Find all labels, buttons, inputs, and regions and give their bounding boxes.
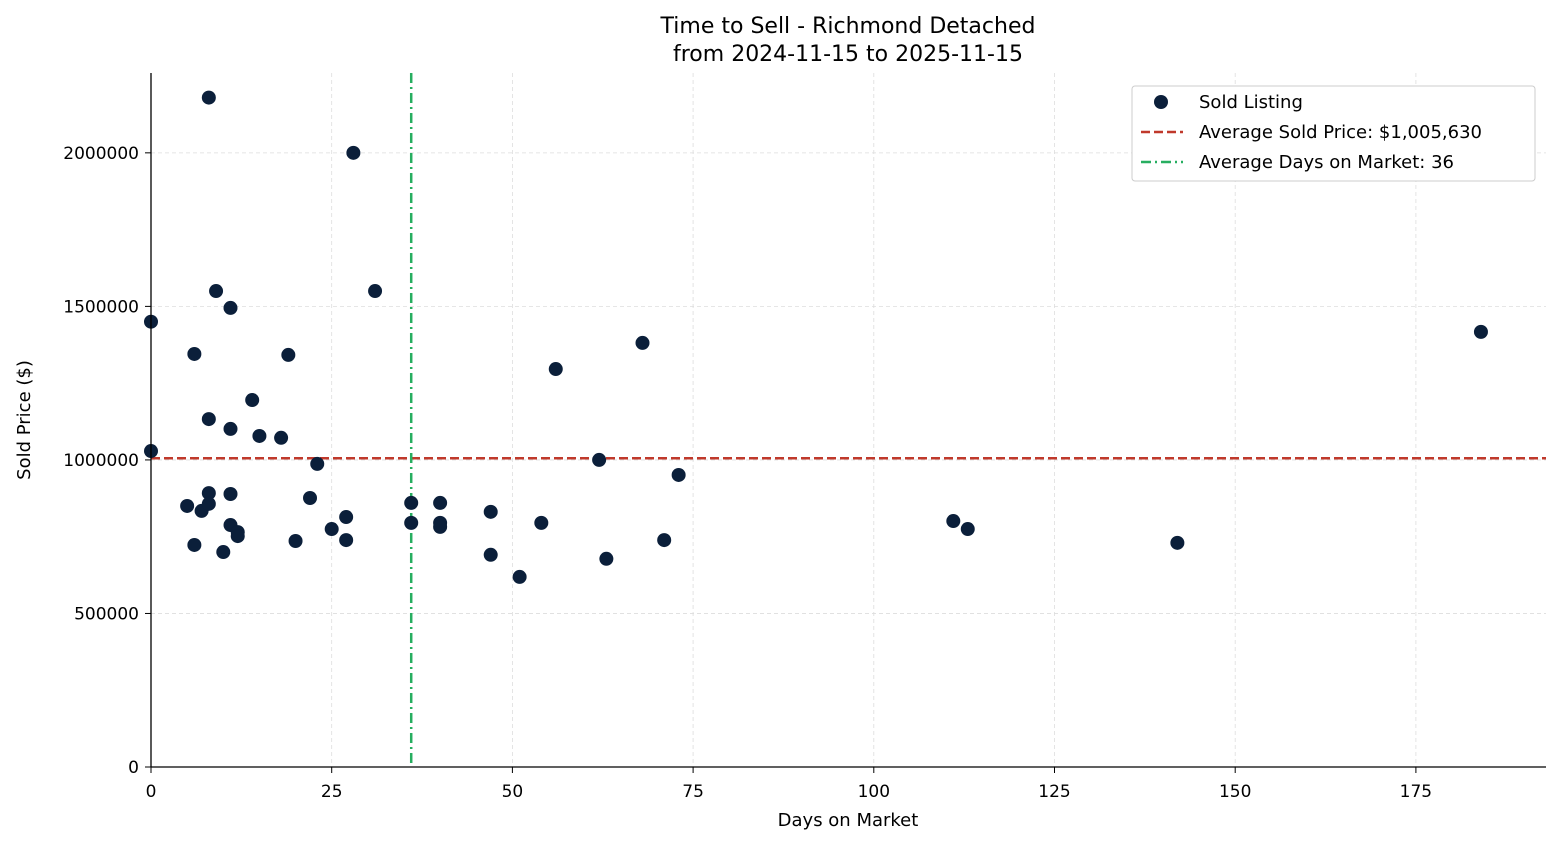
data-point bbox=[324, 522, 339, 537]
x-tick-label: 75 bbox=[682, 782, 704, 802]
data-point bbox=[303, 490, 318, 505]
reference-lines bbox=[151, 73, 1546, 767]
data-point bbox=[433, 495, 448, 510]
data-point bbox=[201, 496, 216, 511]
data-point bbox=[433, 519, 448, 534]
data-point bbox=[245, 393, 260, 408]
data-point bbox=[201, 486, 216, 501]
data-point bbox=[671, 467, 686, 482]
data-point bbox=[599, 551, 614, 566]
data-point bbox=[635, 335, 650, 350]
data-points bbox=[144, 90, 1488, 584]
x-ticks: 0 25 50 75 100 125 150 175 bbox=[146, 767, 1432, 802]
data-point bbox=[274, 430, 289, 445]
data-point bbox=[368, 284, 383, 299]
data-point bbox=[1473, 324, 1488, 339]
y-tick-label: 1500000 bbox=[63, 297, 139, 317]
y-tick-label: 500000 bbox=[74, 604, 139, 624]
data-point bbox=[209, 284, 224, 299]
data-point bbox=[223, 487, 238, 502]
data-point bbox=[483, 504, 498, 519]
y-tick-label: 2000000 bbox=[63, 144, 139, 164]
x-tick-label: 175 bbox=[1400, 782, 1432, 802]
x-tick-label: 150 bbox=[1219, 782, 1251, 802]
data-point bbox=[223, 421, 238, 436]
legend-label-avg-price: Average Sold Price: $1,005,630 bbox=[1199, 122, 1482, 143]
y-axis-label: Sold Price ($) bbox=[14, 360, 35, 480]
data-point bbox=[534, 515, 549, 530]
legend-label-avg-days: Average Days on Market: 36 bbox=[1199, 152, 1454, 173]
data-point bbox=[404, 495, 419, 510]
chart-subtitle: from 2024-11-15 to 2025-11-15 bbox=[673, 42, 1023, 67]
data-point bbox=[657, 533, 672, 548]
x-tick-label: 50 bbox=[502, 782, 524, 802]
data-point bbox=[281, 347, 296, 362]
data-point bbox=[404, 515, 419, 530]
x-tick-label: 25 bbox=[321, 782, 343, 802]
data-point bbox=[1170, 535, 1185, 550]
data-point bbox=[339, 510, 354, 525]
data-point bbox=[288, 533, 303, 548]
data-point bbox=[960, 522, 975, 537]
data-point bbox=[180, 498, 195, 513]
data-point bbox=[216, 545, 231, 560]
data-point bbox=[946, 514, 961, 529]
x-tick-label: 0 bbox=[146, 782, 157, 802]
data-point bbox=[483, 547, 498, 562]
x-tick-label: 100 bbox=[858, 782, 890, 802]
y-tick-label: 0 bbox=[128, 758, 139, 778]
data-point bbox=[230, 529, 245, 544]
legend-marker-sold bbox=[1154, 95, 1168, 109]
legend: Sold Listing Average Sold Price: $1,005,… bbox=[1131, 85, 1536, 182]
data-point bbox=[548, 362, 563, 377]
data-point bbox=[187, 346, 202, 361]
data-point bbox=[187, 537, 202, 552]
data-point bbox=[201, 90, 216, 105]
y-tick-label: 1000000 bbox=[63, 451, 139, 471]
grid bbox=[151, 73, 1546, 767]
data-point bbox=[223, 300, 238, 315]
chart-title: Time to Sell - Richmond Detached bbox=[660, 14, 1036, 39]
data-point bbox=[346, 145, 361, 160]
data-point bbox=[310, 456, 325, 471]
legend-box bbox=[1131, 85, 1536, 182]
data-point bbox=[201, 412, 216, 427]
data-point bbox=[339, 533, 354, 548]
data-point bbox=[592, 452, 607, 467]
data-point bbox=[252, 428, 267, 443]
x-tick-label: 125 bbox=[1038, 782, 1070, 802]
x-axis-label: Days on Market bbox=[778, 810, 919, 831]
data-point bbox=[512, 569, 527, 584]
legend-label-sold: Sold Listing bbox=[1199, 92, 1303, 113]
y-ticks: 0 500000 1000000 1500000 2000000 bbox=[63, 144, 151, 778]
